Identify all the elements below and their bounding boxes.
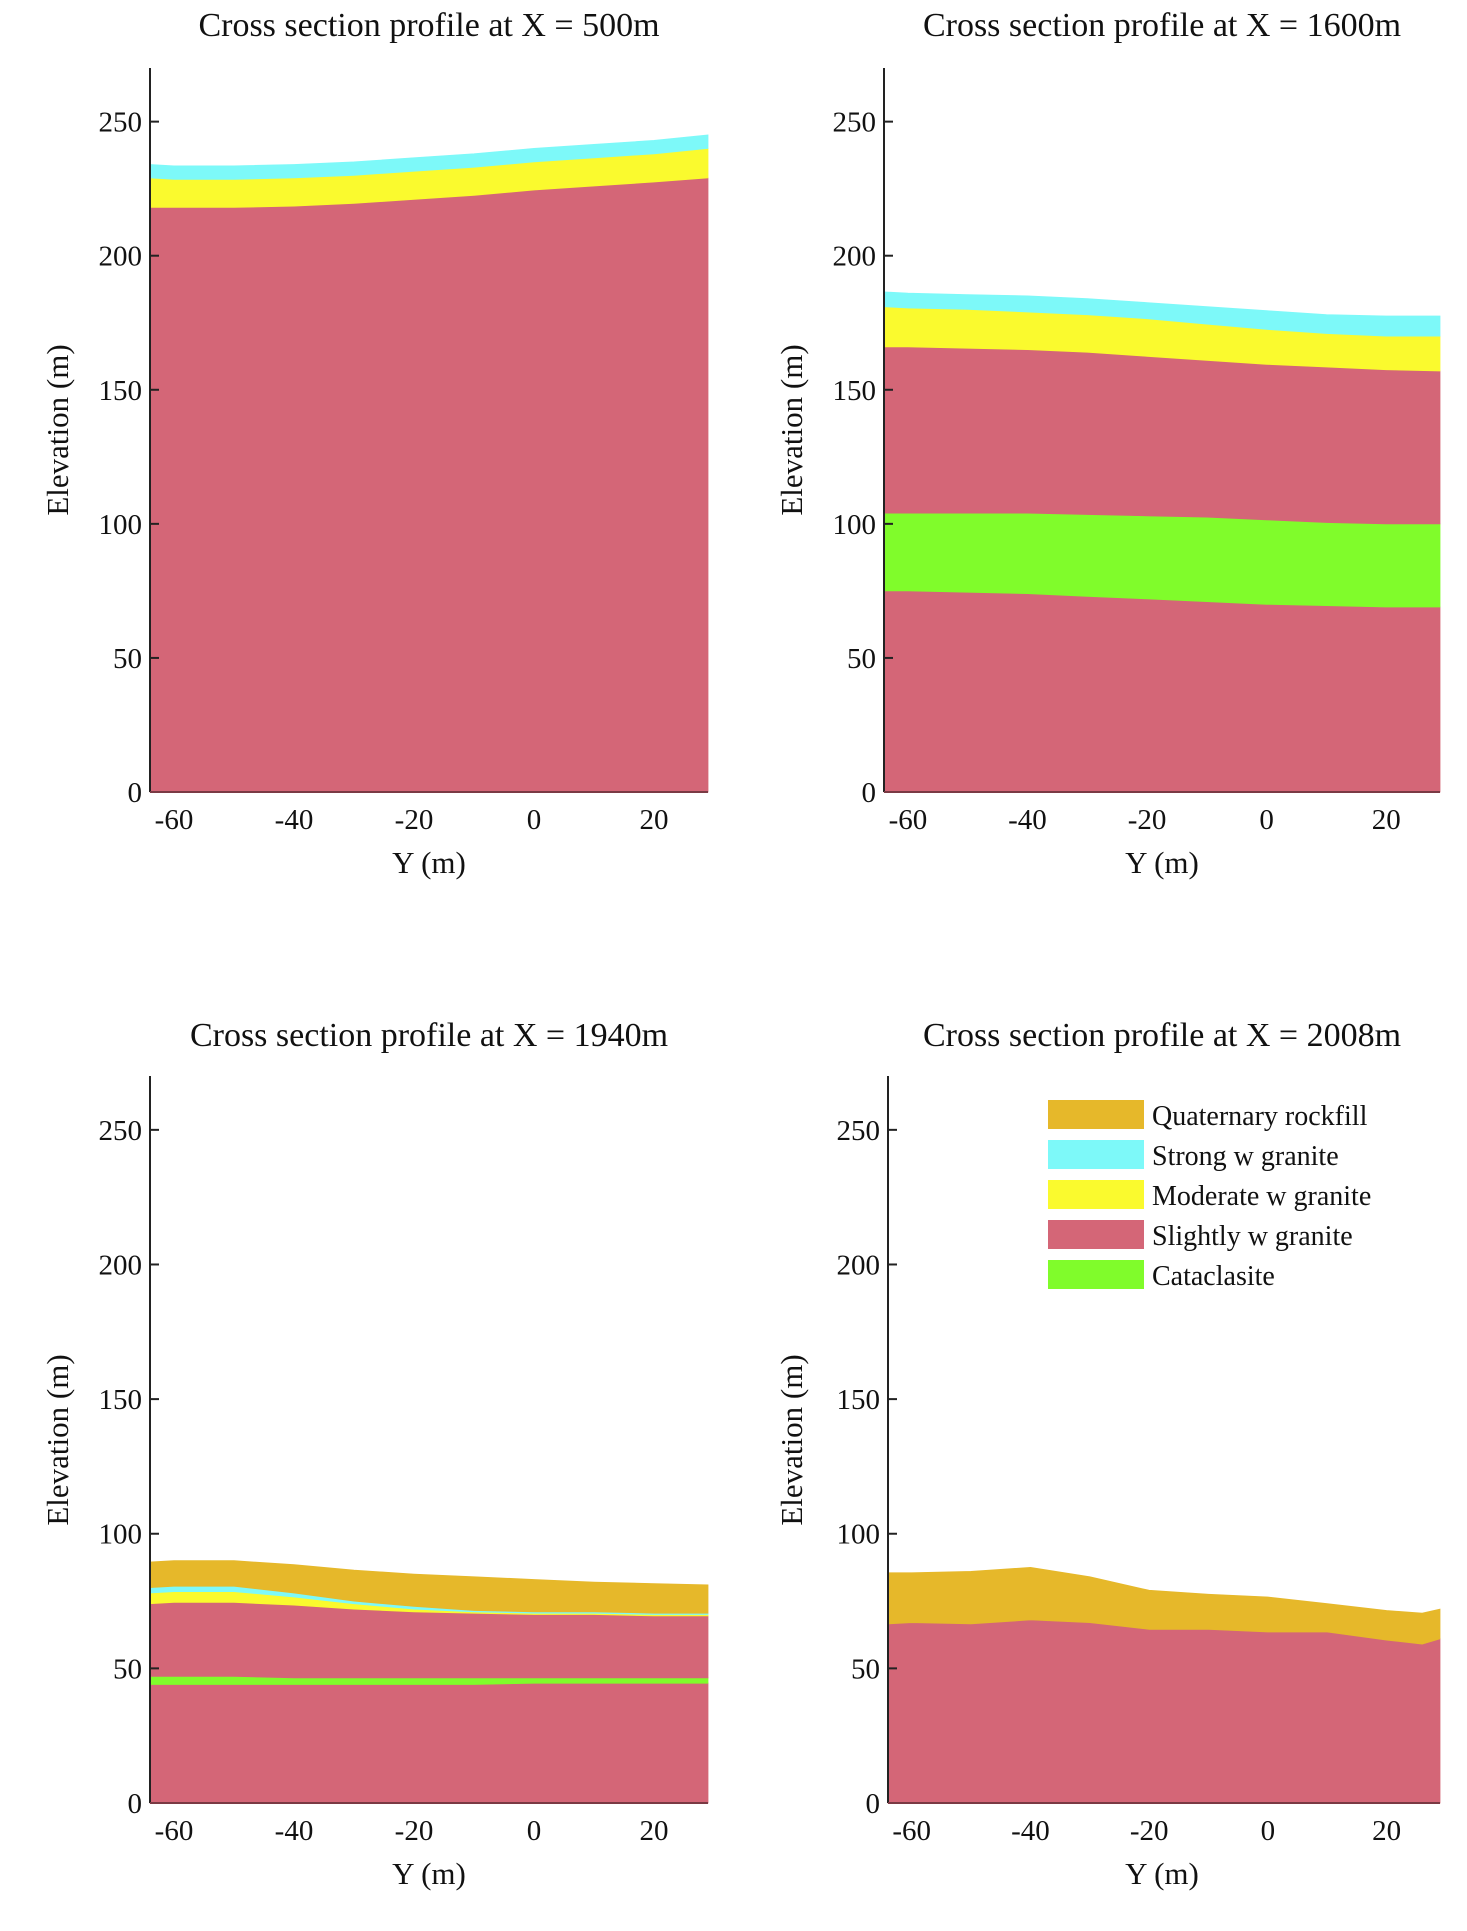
chart-title: Cross section profile at X = 1940m [190, 1017, 668, 1054]
legend-label: Slightly w granite [1152, 1221, 1353, 1252]
x-tick-label: -60 [892, 1815, 931, 1847]
x-tick-label: -40 [1011, 1815, 1050, 1847]
y-tick-label: 200 [99, 241, 143, 273]
panel-x1940: Cross section profile at X = 1940m 0 50 10… [40, 1017, 709, 1891]
legend-swatch-moderate-w-granite [1048, 1180, 1144, 1209]
x-axis-label: Y (m) [1125, 1856, 1199, 1891]
x-tick-label: -20 [1128, 804, 1167, 836]
y-tick-label: 200 [99, 1249, 143, 1281]
axes: 0 50 100 150 200 250 -60 -40 -20 0 20 [99, 1076, 708, 1847]
layer-slightly-w-granite [887, 1619, 1441, 1804]
x-tick-label: -40 [275, 1815, 314, 1847]
y-tick-label: 0 [866, 1788, 881, 1820]
y-axis-label: Elevation (m) [40, 344, 75, 515]
layers [887, 1566, 1441, 1804]
x-tick-label: 20 [640, 804, 669, 836]
layer-slightly-w-granite [883, 346, 1441, 525]
x-tick-label: -20 [395, 1815, 434, 1847]
y-tick-label: 200 [837, 1249, 881, 1281]
y-axis-label: Elevation (m) [40, 1354, 75, 1525]
x-tick-label: 20 [1372, 1815, 1401, 1847]
y-tick-label: 250 [833, 107, 877, 139]
y-tick-label: 250 [837, 1115, 881, 1147]
y-tick-label: 250 [99, 1115, 143, 1147]
x-tick-label: -60 [155, 1815, 194, 1847]
layer-slightly-w-granite [149, 177, 709, 793]
y-tick-label: 200 [833, 241, 877, 273]
legend-swatch-cataclasite [1048, 1260, 1144, 1289]
axes: 0 50 100 150 200 250 -60 -40 -20 0 20 [833, 68, 1440, 836]
legend: Quaternary rockfill Strong w granite Mod… [1048, 1100, 1371, 1292]
legend-label: Cataclasite [1152, 1261, 1275, 1292]
y-tick-label: 150 [99, 1384, 143, 1416]
layer-slightly-w-granite [883, 590, 1441, 793]
axes: 0 50 100 150 200 250 -60 -40 -20 0 20 [99, 68, 708, 836]
x-axis-label: Y (m) [1125, 845, 1199, 880]
chart-title: Cross section profile at X = 2008m [923, 1017, 1401, 1054]
layers [149, 1560, 709, 1804]
y-tick-label: 100 [837, 1519, 881, 1551]
y-tick-label: 150 [99, 375, 143, 407]
panel-x2008: Cross section profile at X = 2008m 0 50 10… [774, 1017, 1441, 1891]
y-axis-label: Elevation (m) [774, 344, 809, 515]
y-tick-label: 50 [851, 1653, 880, 1685]
y-tick-label: 100 [99, 1519, 143, 1551]
x-tick-label: -40 [1008, 804, 1047, 836]
y-tick-label: 250 [99, 107, 143, 139]
x-tick-label: 0 [1261, 1815, 1276, 1847]
chart-title: Cross section profile at X = 500m [198, 7, 659, 44]
y-tick-label: 150 [833, 375, 877, 407]
y-tick-label: 50 [113, 643, 142, 675]
axes: 0 50 100 150 200 250 -60 -40 -20 0 20 [837, 1076, 1440, 1847]
panel-x500: Cross section profile at X = 500m 0 50 100… [40, 7, 709, 880]
x-tick-label: 20 [1372, 804, 1401, 836]
layer-strong-w-granite [149, 134, 709, 180]
x-tick-label: -20 [1130, 1815, 1169, 1847]
x-tick-label: 20 [640, 1815, 669, 1847]
y-axis-label: Elevation (m) [774, 1354, 809, 1525]
layers [149, 134, 709, 793]
legend-label: Moderate w granite [1152, 1181, 1371, 1212]
legend-swatch-strong-w-granite [1048, 1140, 1144, 1169]
y-tick-label: 0 [128, 1788, 143, 1820]
x-tick-label: -60 [889, 804, 928, 836]
x-tick-label: 0 [1259, 804, 1274, 836]
y-tick-label: 0 [128, 777, 143, 809]
x-tick-label: 0 [527, 804, 542, 836]
y-tick-label: 150 [837, 1384, 881, 1416]
y-tick-label: 100 [833, 509, 877, 541]
layers [883, 291, 1441, 793]
x-tick-label: -40 [275, 804, 314, 836]
layer-strong-w-granite [883, 291, 1441, 337]
y-tick-label: 100 [99, 509, 143, 541]
x-axis-label: Y (m) [392, 845, 466, 880]
y-tick-label: 50 [847, 643, 876, 675]
legend-swatch-slightly-w-granite [1048, 1220, 1144, 1249]
layer-slightly-w-granite [149, 1682, 709, 1804]
y-tick-label: 50 [113, 1653, 142, 1685]
x-tick-label: -20 [395, 804, 434, 836]
layer-quaternary-rockfill [149, 1560, 709, 1614]
layer-quaternary-rockfill [887, 1566, 1441, 1645]
legend-swatch-quaternary-rockfill [1048, 1100, 1144, 1129]
legend-label: Quaternary rockfill [1152, 1101, 1368, 1132]
x-tick-label: -60 [155, 804, 194, 836]
chart-title: Cross section profile at X = 1600m [923, 7, 1401, 44]
x-tick-label: 0 [527, 1815, 542, 1847]
y-tick-label: 0 [862, 777, 877, 809]
panel-x1600: Cross section profile at X = 1600m 0 50 10… [774, 7, 1441, 880]
x-axis-label: Y (m) [392, 1856, 466, 1891]
legend-label: Strong w granite [1152, 1141, 1339, 1172]
